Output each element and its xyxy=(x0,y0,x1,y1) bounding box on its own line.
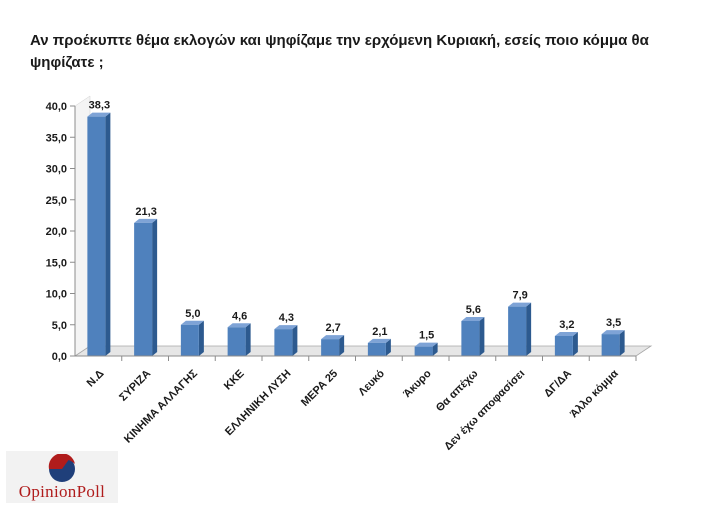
bar-top xyxy=(367,338,391,343)
bar xyxy=(414,346,433,356)
bar-side xyxy=(619,330,625,356)
bar-side xyxy=(198,320,204,356)
x-tick-label: Θα απέχω xyxy=(434,368,481,415)
bar-top xyxy=(227,323,251,328)
bar-top xyxy=(461,317,485,321)
bar-side xyxy=(572,332,578,356)
bar-side xyxy=(432,342,438,356)
x-tick-label: ΣΥΡΙΖΑ xyxy=(117,368,153,404)
bar-top xyxy=(601,330,625,335)
bar xyxy=(554,336,573,356)
opinionpoll-logo: OpinionPoll xyxy=(6,451,118,503)
bar-top xyxy=(321,335,345,340)
bar-side xyxy=(245,323,251,356)
bar-side xyxy=(526,302,532,356)
y-tick-label: 35,0 xyxy=(46,132,67,144)
bar-top xyxy=(508,302,532,307)
bar xyxy=(274,329,293,356)
chart-title: Αν προέκυπτε θέμα εκλογών και ψηφίζαμε τ… xyxy=(30,32,649,71)
bar-side xyxy=(479,317,485,356)
y-tick-label: 20,0 xyxy=(46,226,67,238)
bar-top xyxy=(274,325,298,330)
x-tick-label: Δεν έχω αποφασίσει xyxy=(442,368,527,453)
data-label: 4,6 xyxy=(232,310,247,322)
x-tick-label: Ν.Δ xyxy=(85,368,107,390)
x-tick-label: Άλλο κόμμα xyxy=(568,367,621,420)
data-label: 7,9 xyxy=(512,290,527,302)
y-tick-label: 25,0 xyxy=(46,195,67,207)
bar-side xyxy=(385,338,391,356)
data-label: 5,6 xyxy=(466,304,481,316)
x-tick-label: Άκυρο xyxy=(401,367,434,400)
data-label: 5,0 xyxy=(185,308,200,320)
bar-top xyxy=(180,320,204,325)
bar xyxy=(180,324,199,356)
bar xyxy=(134,222,153,356)
bar xyxy=(87,116,106,356)
data-label: 1,5 xyxy=(419,330,434,342)
bar xyxy=(321,339,340,356)
data-label: 38,3 xyxy=(89,100,110,112)
bar-side xyxy=(292,325,298,356)
bar-top xyxy=(134,218,158,223)
bar xyxy=(227,327,246,356)
bar xyxy=(508,306,527,356)
logo-text: OpinionPoll xyxy=(18,482,106,501)
y-tick-label: 15,0 xyxy=(46,257,67,269)
data-label: 21,3 xyxy=(135,206,156,218)
x-tick-label: Λευκό xyxy=(356,367,387,398)
y-tick-label: 40,0 xyxy=(46,101,67,113)
bar xyxy=(601,334,620,356)
bar-top xyxy=(554,332,578,336)
bar-top xyxy=(87,112,111,117)
data-label: 3,5 xyxy=(606,317,621,329)
bar-side xyxy=(339,335,345,356)
bar-top xyxy=(414,342,438,347)
y-tick-label: 0,0 xyxy=(52,351,67,363)
data-label: 3,2 xyxy=(559,319,574,331)
data-label: 2,7 xyxy=(325,322,340,334)
x-tick-label: ΚΚΕ xyxy=(222,368,247,393)
y-tick-label: 10,0 xyxy=(46,289,67,301)
y-tick-label: 30,0 xyxy=(46,164,67,176)
logo-mark-icon xyxy=(48,454,75,482)
bar-side xyxy=(152,218,158,356)
data-label: 2,1 xyxy=(372,326,387,338)
x-tick-label: ΜΕΡΑ 25 xyxy=(299,368,340,409)
bar xyxy=(367,342,386,356)
x-tick-label: ΔΓ/ΔΑ xyxy=(542,368,574,400)
bar xyxy=(461,321,480,356)
bar-side xyxy=(105,112,111,356)
y-tick-label: 5,0 xyxy=(52,320,67,332)
data-label: 4,3 xyxy=(279,312,294,324)
